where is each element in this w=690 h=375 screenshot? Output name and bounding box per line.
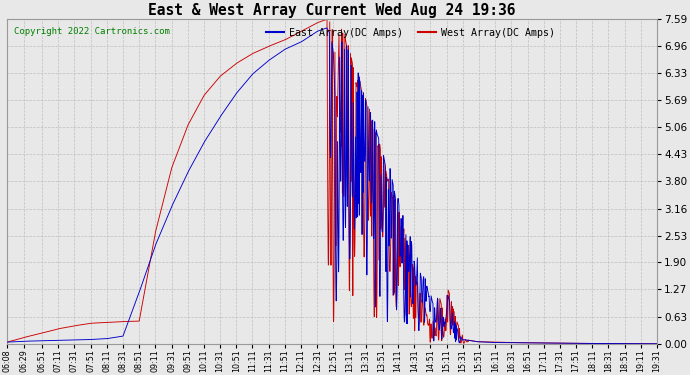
Title: East & West Array Current Wed Aug 24 19:36: East & West Array Current Wed Aug 24 19:… [148, 3, 516, 18]
Legend: East Array(DC Amps), West Array(DC Amps): East Array(DC Amps), West Array(DC Amps) [262, 24, 559, 42]
Text: Copyright 2022 Cartronics.com: Copyright 2022 Cartronics.com [14, 27, 170, 36]
